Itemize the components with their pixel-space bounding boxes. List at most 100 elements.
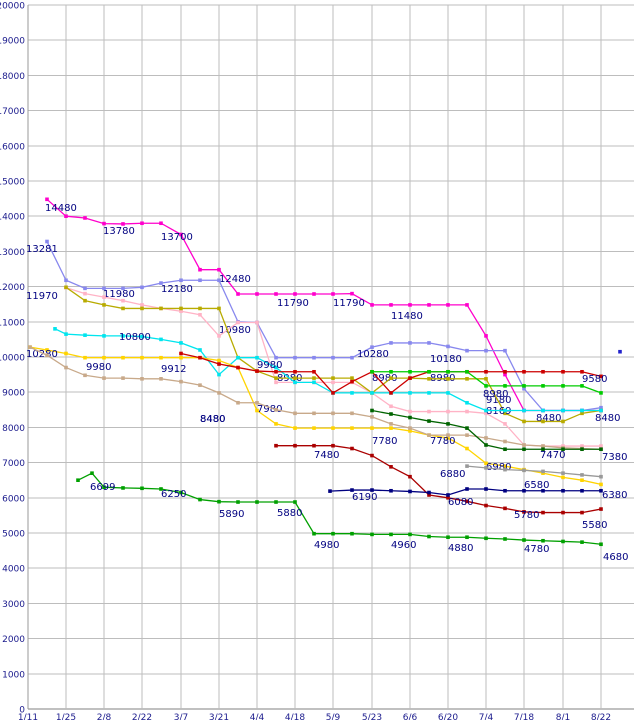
data-point-marker <box>541 510 545 515</box>
data-point-marker <box>179 232 183 237</box>
data-point-marker <box>198 306 202 311</box>
data-point-marker <box>427 377 431 381</box>
data-point-marker <box>503 372 507 377</box>
data-point-marker <box>503 537 507 541</box>
data-point-marker <box>121 298 125 303</box>
data-point-marker <box>580 369 584 374</box>
data-point-marker <box>312 376 316 380</box>
data-point-marker <box>503 439 507 444</box>
data-point-label: 11790 <box>277 298 309 309</box>
x-axis-tick-label: 4/4 <box>250 713 265 720</box>
data-point-label: 5580 <box>582 520 607 531</box>
y-axis-tick-label: 18000 <box>0 72 25 82</box>
data-point-marker <box>236 292 240 296</box>
data-point-marker <box>541 447 545 452</box>
data-point-marker <box>331 443 335 448</box>
data-point-marker <box>389 341 393 345</box>
data-point-marker <box>350 531 354 536</box>
data-point-marker <box>503 408 507 413</box>
data-point-marker <box>236 355 240 360</box>
series-tan: 8480 7780 7780 7380 <box>28 345 627 463</box>
data-point-label: 4960 <box>391 540 416 551</box>
data-point-marker <box>328 489 332 493</box>
data-point-marker <box>179 278 183 283</box>
data-point-marker <box>599 488 603 493</box>
data-point-marker <box>198 355 202 360</box>
data-point-label: 8480 <box>200 414 225 425</box>
data-point-marker <box>522 369 526 374</box>
data-point-marker <box>503 447 507 452</box>
data-point-marker <box>370 345 374 349</box>
data-point-marker <box>159 337 163 342</box>
data-point-marker <box>599 408 603 413</box>
data-point-marker <box>293 426 297 430</box>
data-point-marker <box>503 464 507 468</box>
data-point-marker <box>140 355 144 360</box>
data-point-marker <box>236 400 240 405</box>
series-line <box>54 328 601 412</box>
data-point-marker <box>159 306 163 311</box>
data-point-label: 4980 <box>314 540 339 551</box>
data-point-marker <box>350 446 354 451</box>
data-point-marker <box>465 499 469 504</box>
data-point-marker <box>217 278 221 283</box>
y-axis-tick-label: 9000 <box>2 389 25 399</box>
data-point-marker <box>599 374 603 379</box>
data-point-marker <box>522 419 526 424</box>
series-cyan: 10800 9980 8980 <box>53 327 603 413</box>
data-point-marker <box>64 285 68 290</box>
data-point-marker <box>408 426 412 430</box>
data-point-marker <box>293 443 297 448</box>
data-point-marker <box>389 532 393 537</box>
data-point-marker <box>198 312 202 317</box>
data-point-marker <box>45 353 49 358</box>
data-point-marker <box>274 422 278 426</box>
data-point-marker <box>580 473 584 477</box>
data-point-marker <box>179 351 183 356</box>
data-point-marker <box>83 333 87 337</box>
data-point-marker <box>121 376 125 380</box>
data-point-label: 9980 <box>86 362 111 373</box>
data-point-marker <box>255 320 259 325</box>
data-point-marker <box>102 334 106 338</box>
data-point-marker <box>312 426 316 430</box>
data-point-marker <box>140 486 144 491</box>
data-point-marker <box>64 278 68 283</box>
data-point-marker <box>408 391 412 395</box>
data-point-label: 4680 <box>603 552 628 563</box>
series-navy: 6190 <box>328 487 603 503</box>
series-magenta: 14480 13780 13700 12480 11790 11790 11480 9180 <box>45 197 603 413</box>
data-point-marker <box>446 391 450 395</box>
data-point-label: 5880 <box>277 508 302 519</box>
data-point-marker <box>465 348 469 353</box>
data-point-marker <box>102 295 106 299</box>
data-point-marker <box>198 383 202 387</box>
data-point-marker <box>427 433 431 437</box>
x-axis-tick-label: 1/25 <box>56 713 76 720</box>
data-point-marker <box>179 309 183 314</box>
y-axis-tick-label: 14000 <box>0 213 25 223</box>
data-point-marker <box>236 320 240 325</box>
data-point-marker <box>370 415 374 419</box>
data-point-marker <box>53 327 57 331</box>
data-point-label: 8480 <box>595 413 620 424</box>
x-axis-tick-label: 4/18 <box>285 713 305 720</box>
data-point-marker <box>274 443 278 448</box>
data-point-marker <box>274 408 278 412</box>
data-point-marker <box>331 426 335 430</box>
data-point-marker <box>331 355 335 360</box>
data-point-marker <box>312 355 316 360</box>
data-point-label: 11980 <box>103 289 135 300</box>
data-point-marker <box>389 422 393 426</box>
data-point-marker <box>522 488 526 493</box>
x-axis-tick-label: 6/20 <box>438 713 458 720</box>
data-point-marker <box>561 475 565 480</box>
data-point-marker <box>140 221 144 226</box>
data-point-marker <box>522 538 526 542</box>
x-axis-tick-label: 6/6 <box>403 713 418 720</box>
data-point-marker <box>484 461 488 466</box>
y-axis-tick-label: 5000 <box>2 530 25 540</box>
data-point-marker <box>599 474 603 479</box>
data-point-marker <box>561 488 565 493</box>
data-point-marker <box>465 400 469 405</box>
